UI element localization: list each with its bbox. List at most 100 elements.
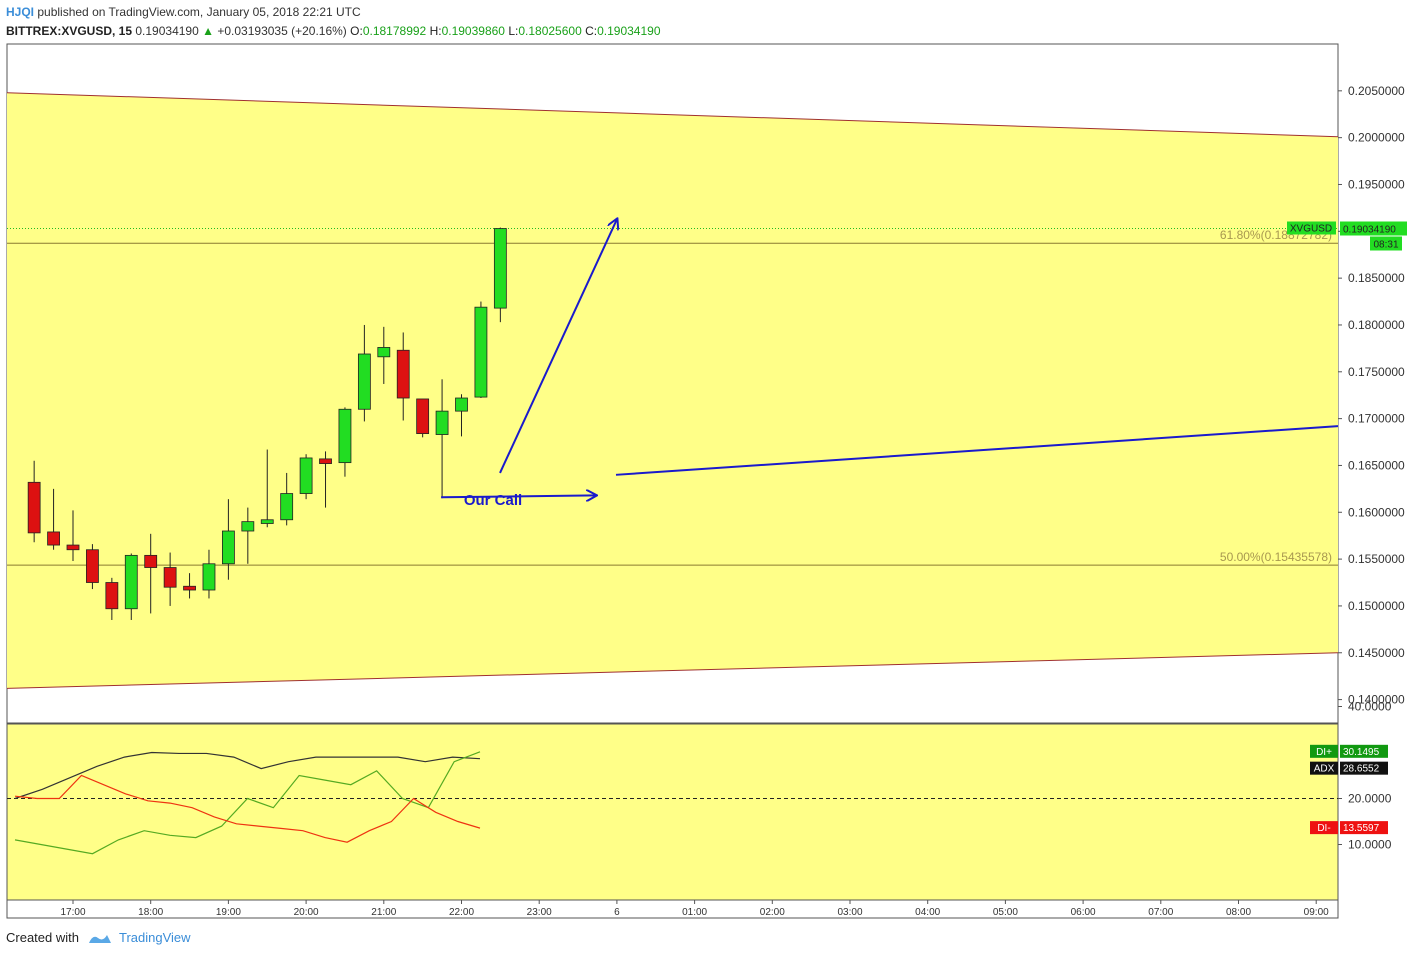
publish-info: published on TradingView.com, January 05…: [37, 5, 361, 19]
symbol-tag: [1287, 221, 1336, 235]
candle-body: [299, 457, 313, 494]
low-label: L:: [508, 24, 519, 38]
time-tick-label: 03:00: [837, 907, 862, 918]
candle-body: [455, 397, 468, 412]
created-with-label: Created with: [6, 930, 79, 945]
price-tick-label: 0.1650000: [1348, 458, 1405, 472]
open-label: O:: [350, 24, 363, 38]
channel-lower-line: [6, 652, 1339, 689]
chart-header: HJQI published on TradingView.com, Janua…: [6, 3, 661, 41]
time-tick-label: 6: [614, 907, 620, 918]
candle-body: [124, 554, 138, 610]
symbol-line: BITTREX:XVGUSD, 15 0.19034190 ▲ +0.03193…: [6, 22, 661, 41]
time-axis[interactable]: 17:00 18:00 19:00 20:00 21:00 22:00 23:00 6 01:0…: [6, 899, 1339, 919]
time-tick-label: 08:00: [1226, 907, 1251, 918]
indicator-name-label: DI-: [1317, 823, 1330, 834]
channel-fill: [7, 92, 1338, 689]
indicator-pane: 10.0000 20.0000 40.0000 DI+ 30.1495 ADX 28.655…: [6, 700, 1392, 901]
price-axis[interactable]: 0.1400000 0.1450000 0.1500000 0.1550000 0.16…: [1287, 84, 1407, 707]
channel-upper-line: [6, 92, 1339, 138]
tradingview-logo-icon: [88, 934, 111, 943]
candle-body: [493, 228, 507, 309]
candle-body: [357, 353, 371, 410]
price-tick-label: 0.1400000: [1348, 693, 1405, 707]
time-tick-label: 19:00: [216, 907, 241, 918]
indicator-name-tag: [1310, 761, 1338, 775]
countdown-tag: [1370, 236, 1402, 251]
price-tick-label: 0.1950000: [1348, 177, 1405, 191]
price-tick-label: 0.2050000: [1348, 84, 1405, 98]
tradingview-link[interactable]: TradingView: [118, 930, 191, 945]
price-tick-label: 0.1450000: [1348, 646, 1405, 660]
candle-body: [183, 585, 196, 591]
candle-body: [241, 521, 255, 532]
current-price-value: 0.19034190: [1343, 225, 1396, 236]
target-arrow: [499, 219, 617, 474]
candle-body: [435, 410, 449, 435]
price-tick-label: 0.1550000: [1348, 552, 1405, 566]
indicator-line-diminus: [14, 774, 481, 843]
indicator-line-adx: [14, 751, 481, 800]
indicator-name-label: DI+: [1316, 747, 1332, 758]
last-price: 0.19034190: [135, 24, 199, 38]
candle-body: [338, 408, 352, 464]
annotations-layer: Our Call: [441, 219, 1339, 509]
footer: Created with TradingView: [6, 930, 191, 945]
time-tick-label: 17:00: [60, 907, 85, 918]
candle-body: [47, 531, 60, 546]
time-tick-label: 21:00: [371, 907, 396, 918]
indicator-tick-label: 40.0000: [1348, 700, 1392, 714]
price-tick-label: 0.1700000: [1348, 412, 1405, 426]
candle-body: [105, 582, 119, 610]
symbol-tag-label: XVGUSD: [1290, 224, 1332, 235]
author-name[interactable]: HJQI: [6, 5, 35, 19]
time-tick-label: 07:00: [1148, 907, 1173, 918]
candle-body: [474, 306, 488, 398]
indicator-value-tag: [1340, 761, 1388, 775]
candle-body: [377, 347, 391, 358]
candles-layer: [27, 227, 507, 620]
time-tick-label: 23:00: [527, 907, 552, 918]
candle-body: [260, 519, 274, 524]
high-value: 0.19039860: [441, 24, 505, 38]
time-tick-label: 02:00: [760, 907, 785, 918]
up-triangle-icon: ▲: [202, 24, 215, 38]
indicator-tick-label: 10.0000: [1348, 838, 1392, 852]
candle-body: [221, 530, 235, 565]
time-tick-label: 18:00: [138, 907, 163, 918]
time-tick-label: 04:00: [915, 907, 940, 918]
candle-body: [396, 349, 410, 399]
indicator-value-tag: [1340, 744, 1388, 758]
open-value: 0.18178992: [362, 24, 427, 38]
time-tick-label: 06:00: [1071, 907, 1096, 918]
close-label: C:: [585, 24, 598, 38]
price-tick-label: 0.1850000: [1348, 271, 1405, 285]
low-value: 0.18025600: [518, 24, 582, 38]
time-tick-label: 20:00: [294, 907, 319, 918]
countdown-value: 08:31: [1373, 240, 1398, 251]
candle-body: [202, 563, 216, 591]
time-tick-label: 05:00: [993, 907, 1018, 918]
chart-canvas[interactable]: 61.80%(0.18872782)50.00%(0.15435578) Our…: [0, 0, 1410, 925]
publish-line: HJQI published on TradingView.com, Janua…: [6, 3, 661, 22]
candle-body: [319, 458, 332, 464]
current-price-tag: [1340, 221, 1407, 236]
indicator-tick-label: 20.0000: [1348, 792, 1392, 806]
price-tick-label: 0.1500000: [1348, 599, 1405, 613]
trend-line: [615, 425, 1339, 476]
candle-body: [144, 554, 158, 568]
call-arrow: [441, 495, 596, 498]
indicator-name-tag: [1310, 744, 1338, 758]
symbol-label: BITTREX:XVGUSD, 15: [6, 24, 133, 38]
indicator-value-label: 30.1495: [1343, 747, 1380, 758]
candle-body: [86, 549, 99, 583]
candle-body: [280, 493, 294, 521]
close-value: 0.19034190: [597, 24, 661, 38]
price-tick-label: 0.1750000: [1348, 365, 1405, 379]
fib-level-label: 50.00%(0.15435578): [1220, 550, 1332, 564]
time-axis-background: [6, 899, 1339, 919]
time-tick-label: 01:00: [682, 907, 707, 918]
high-label: H:: [429, 24, 442, 38]
candle-body: [416, 398, 430, 435]
price-tick-label: 0.1600000: [1348, 505, 1405, 519]
